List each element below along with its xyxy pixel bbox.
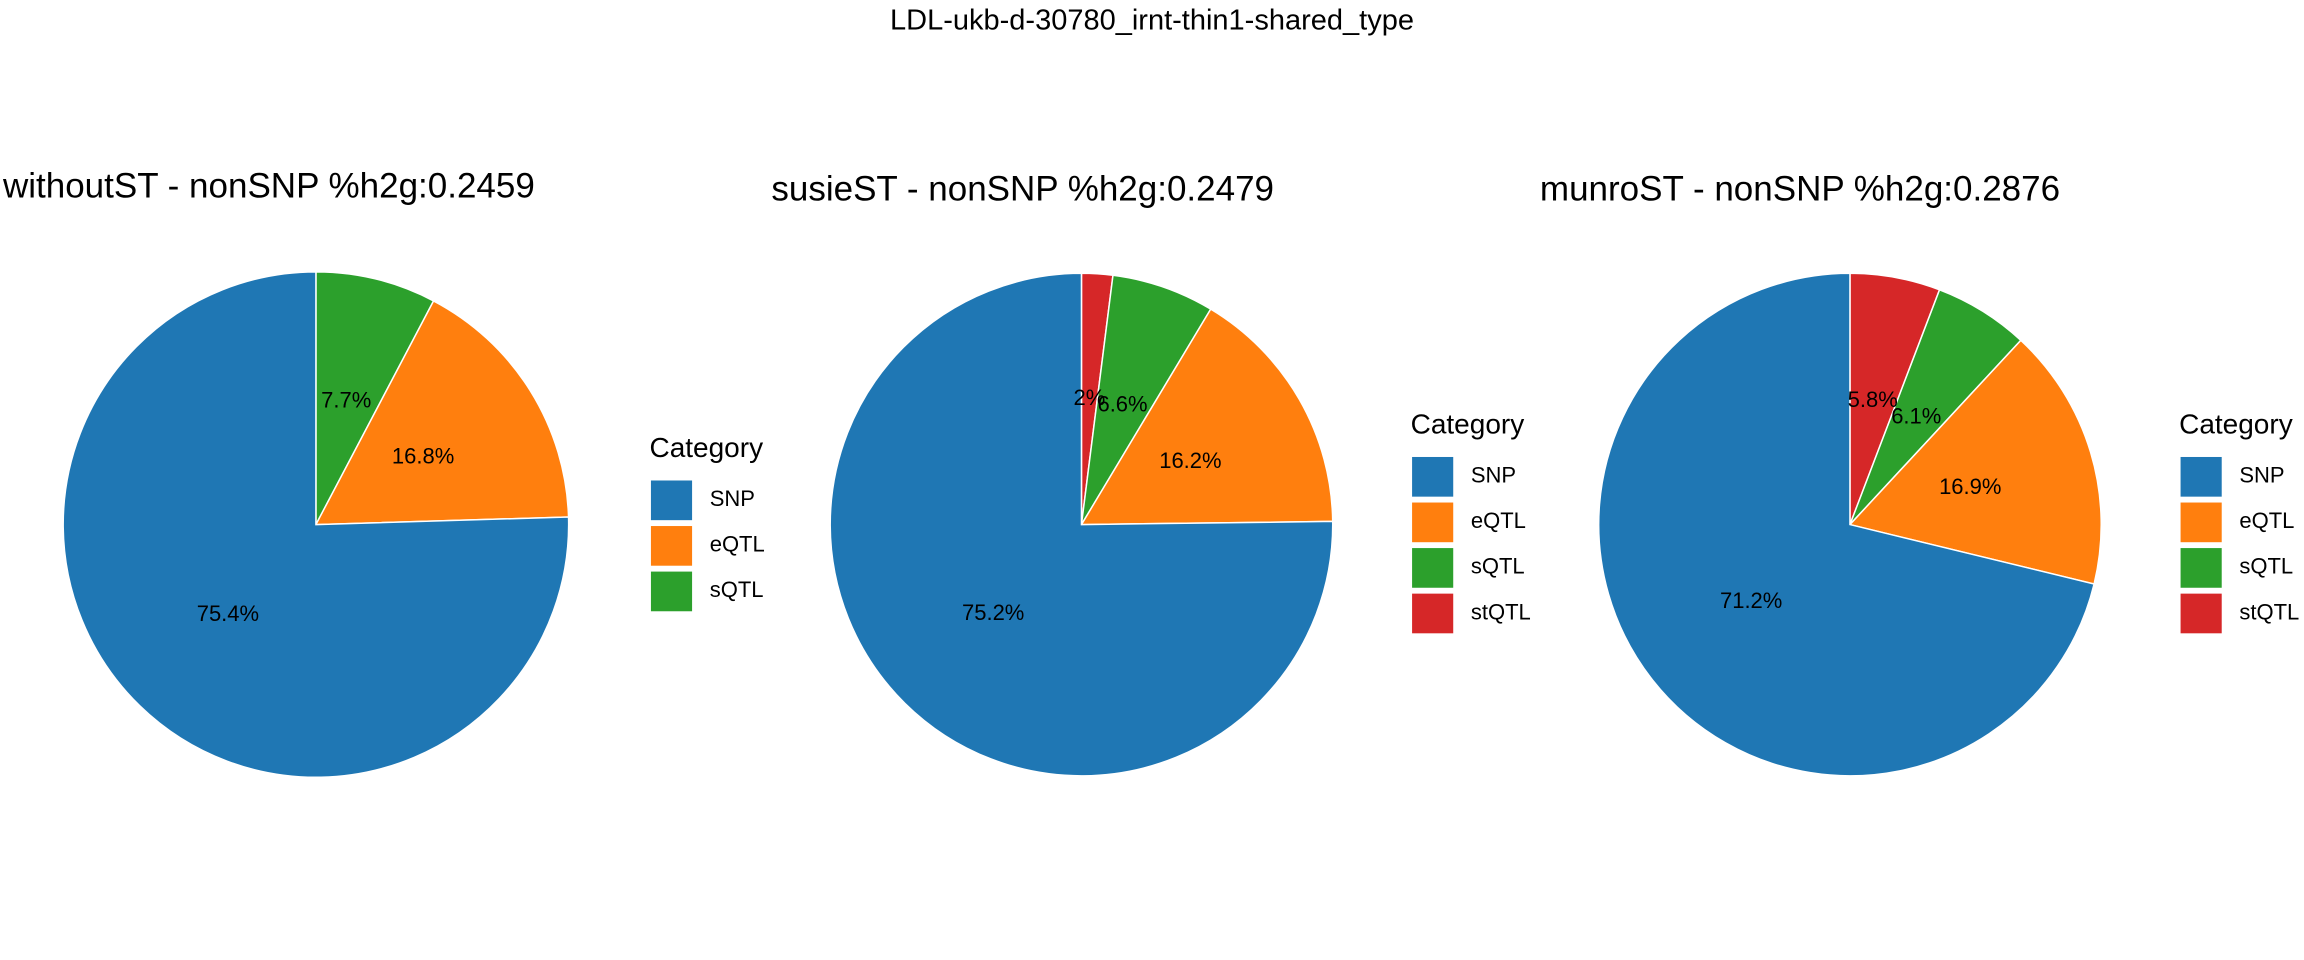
legend-label: SNP [710, 486, 755, 511]
legend-label: sQTL [1471, 554, 1525, 579]
slice-label: 75.2% [962, 600, 1024, 625]
pie-slice [315, 271, 435, 525]
legend-swatch [1412, 593, 1454, 634]
pie-slice [1848, 339, 2102, 585]
legend-swatch [650, 526, 693, 566]
slice-label: 5.8% [1848, 387, 1898, 412]
legend-label: stQTL [2239, 599, 2299, 624]
pie-slice [829, 272, 1334, 777]
legend-label: SNP [1471, 463, 1516, 488]
legend-label: sQTL [710, 577, 764, 602]
legend-label: SNP [2239, 463, 2284, 488]
pie-slice [62, 271, 570, 779]
slice-label: 16.8% [392, 443, 454, 468]
pie-slice [1597, 272, 2096, 777]
legend-label: eQTL [1471, 508, 1526, 533]
legend-title: Category [2179, 409, 2293, 440]
legend-swatch [650, 480, 693, 521]
slice-label: 6.6% [1097, 392, 1147, 417]
slice-label: 7.7% [321, 388, 371, 413]
slice-label: 2% [1073, 385, 1105, 410]
legend-swatch [1412, 548, 1454, 588]
legend-swatch [1412, 502, 1454, 543]
pie-slice [314, 299, 570, 526]
chart-title: munroST - nonSNP %h2g:0.2876 [1540, 169, 2060, 208]
slice-label: 6.1% [1891, 404, 1941, 429]
legend-title: Category [649, 432, 763, 463]
legend-swatch [2180, 593, 2222, 634]
legend-label: sQTL [2239, 554, 2293, 579]
legend-title: Category [1411, 409, 1525, 440]
legend-swatch [2180, 456, 2222, 497]
pie-slice [1080, 308, 1334, 526]
legend-swatch [650, 571, 693, 612]
legend-swatch [1412, 456, 1454, 497]
slice-label: 16.9% [1939, 474, 2001, 499]
slice-label: 75.4% [197, 601, 259, 626]
legend-swatch [2180, 548, 2222, 588]
legend-swatch [2180, 502, 2222, 543]
slice-label: 71.2% [1720, 588, 1782, 613]
legend-label: stQTL [1471, 599, 1531, 624]
legend-label: eQTL [710, 532, 765, 557]
slice-label: 16.2% [1159, 448, 1221, 473]
chart-title: susieST - nonSNP %h2g:0.2479 [771, 169, 1274, 208]
legend-label: eQTL [2239, 508, 2294, 533]
figure-title: LDL-ukb-d-30780_irnt-thin1-shared_type [890, 5, 1414, 37]
chart-title: withoutST - nonSNP %h2g:0.2459 [2, 166, 535, 205]
